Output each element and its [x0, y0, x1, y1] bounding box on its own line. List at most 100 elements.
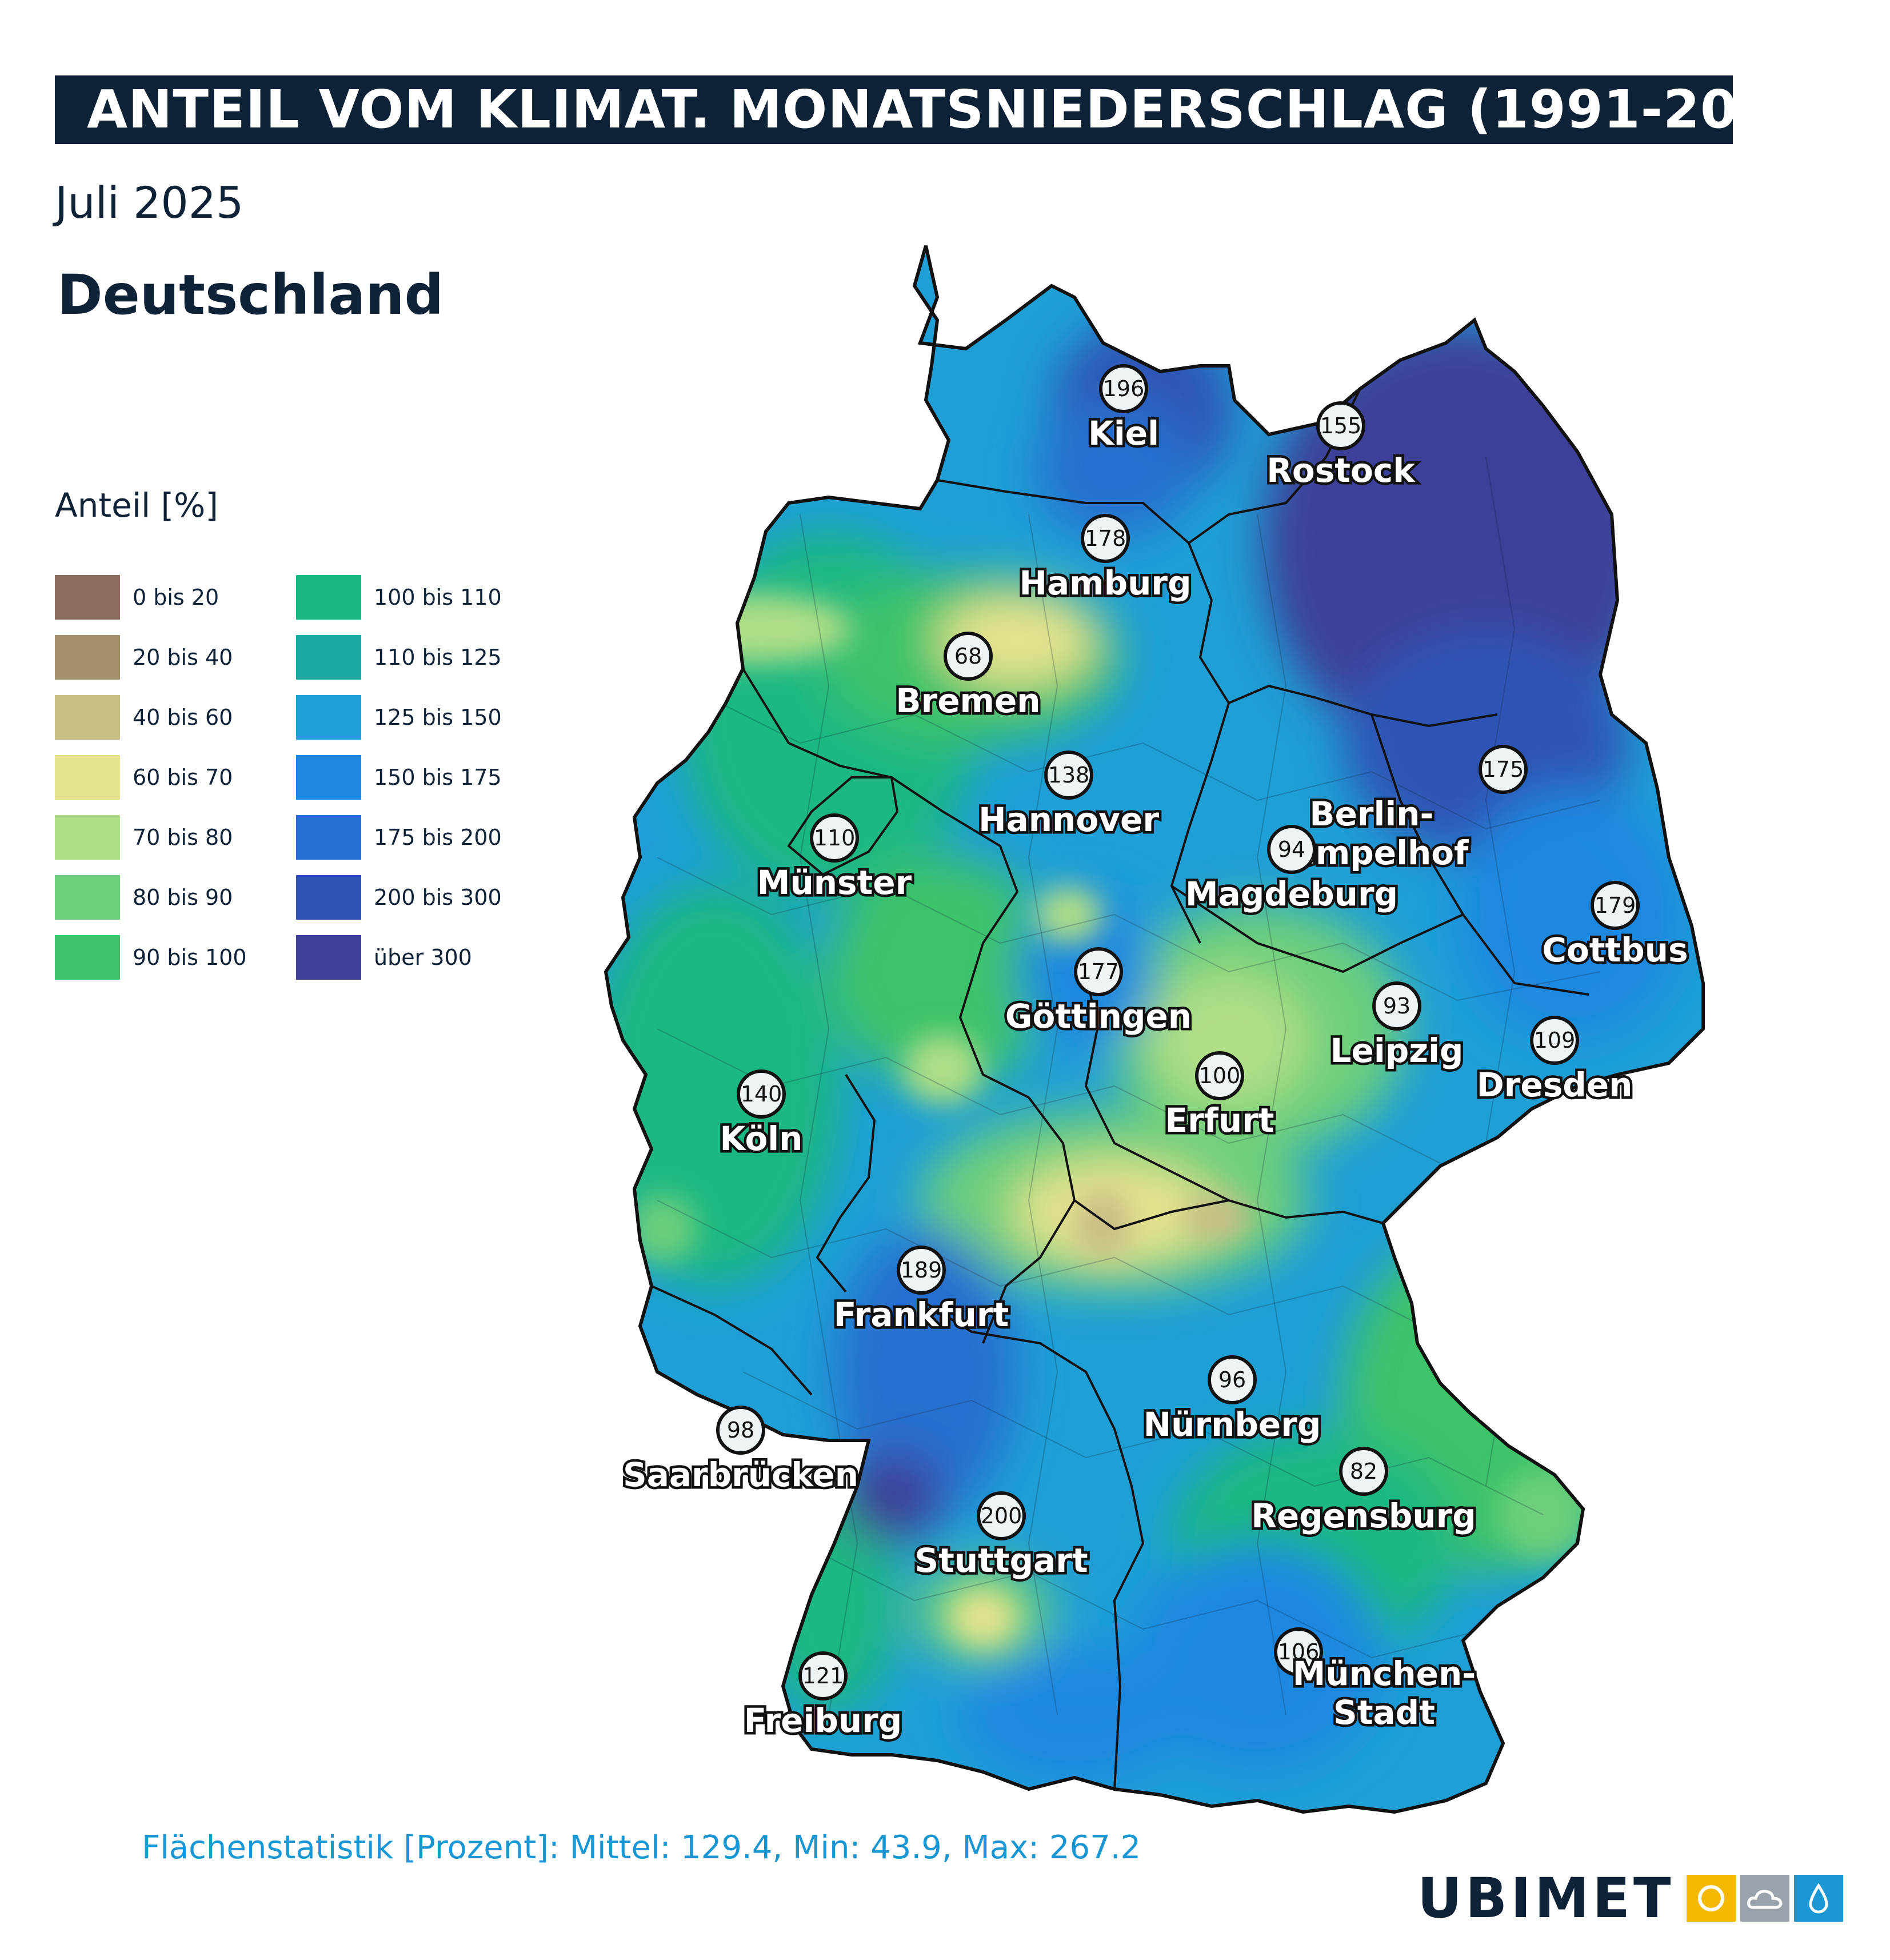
logo-text: UBIMET — [1417, 1866, 1675, 1930]
city-value: 109 — [1534, 1028, 1576, 1053]
city-name: Frankfurt — [834, 1295, 1009, 1334]
city-value-circle — [1195, 1051, 1244, 1100]
city-value: 106 — [1278, 1639, 1320, 1664]
city-name: Bremen — [896, 681, 1040, 720]
city-value-circle — [1044, 751, 1093, 800]
city-name: Köln — [720, 1119, 803, 1158]
city-value: 200 — [981, 1503, 1022, 1528]
legend-label: 90 bis 100 — [133, 945, 247, 970]
city-name: Magdeburg — [1185, 875, 1398, 913]
legend-swatch — [55, 695, 120, 740]
city-name: Nürnberg — [1144, 1405, 1321, 1444]
city-value-circle — [1372, 981, 1421, 1031]
city-name-line2: Stadt — [1333, 1693, 1435, 1732]
legend-item: 90 bis 100 — [55, 935, 247, 980]
legend-item: 175 bis 200 — [296, 815, 502, 860]
city-value-circle — [1081, 514, 1130, 563]
legend-item: 20 bis 40 — [55, 635, 233, 680]
city-name: Freiburg — [744, 1701, 902, 1740]
legend-swatch — [296, 875, 361, 920]
legend-swatch — [296, 635, 361, 680]
city-value: 155 — [1320, 413, 1362, 438]
city-marker: 196 Kiel — [1085, 364, 1162, 456]
legend-item: 100 bis 110 — [296, 575, 502, 620]
city-value: 189 — [901, 1258, 942, 1283]
city-value: 140 — [741, 1081, 782, 1107]
city-marker: 189 Frankfurt — [831, 1246, 1012, 1337]
legend-swatch — [296, 935, 361, 980]
city-marker: 100 Erfurt — [1162, 1051, 1277, 1143]
city-value: 96 — [1218, 1367, 1246, 1392]
legend-label: 200 bis 300 — [374, 885, 502, 910]
city-marker: 109 Dresden — [1474, 1016, 1635, 1107]
legend-item: 200 bis 300 — [296, 875, 502, 920]
city-value-circle — [1591, 881, 1640, 930]
legend-label: 40 bis 60 — [133, 705, 233, 730]
legend-label: 70 bis 80 — [133, 825, 233, 850]
city-marker: 155 Rostock — [1264, 401, 1419, 493]
city-name: Dresden — [1477, 1065, 1633, 1104]
city-marker: 96 Nürnberg — [1141, 1355, 1324, 1447]
legend-title: Anteil [%] — [55, 486, 218, 525]
area-statistics: Flächenstatistik [Prozent]: Mittel: 129.… — [142, 1829, 1141, 1866]
city-value-circle — [1316, 401, 1365, 450]
city-value-circle — [1479, 745, 1528, 794]
city-value-circle — [944, 632, 993, 681]
city-marker: 200 Stuttgart — [912, 1491, 1090, 1583]
city-name: Rostock — [1266, 451, 1416, 490]
city-value: 94 — [1278, 837, 1305, 862]
city-value: 82 — [1350, 1459, 1377, 1484]
city-value: 179 — [1595, 893, 1636, 918]
city-value-circle — [897, 1246, 946, 1295]
legend-swatch — [296, 755, 361, 800]
legend-label: 80 bis 90 — [133, 885, 233, 910]
legend-item: 80 bis 90 — [55, 875, 233, 920]
city-value-circle — [798, 1651, 848, 1700]
city-value: 175 — [1483, 757, 1524, 782]
city-value: 110 — [814, 825, 856, 851]
page-title: ANTEIL VOM KLIMAT. MONATSNIEDERSCHLAG (1… — [87, 79, 1837, 140]
city-name: Leipzig — [1330, 1031, 1464, 1070]
city-value: 100 — [1199, 1063, 1241, 1088]
legend-item: 40 bis 60 — [55, 695, 233, 740]
city-value-circle — [810, 813, 859, 863]
city-value-circle — [1339, 1447, 1388, 1496]
legend-swatch — [296, 695, 361, 740]
legend-label: 60 bis 70 — [133, 765, 233, 790]
city-marker: 177 Göttingen — [1002, 947, 1194, 1039]
legend-item: 60 bis 70 — [55, 755, 233, 800]
city-value-circle — [716, 1406, 765, 1455]
city-marker: 121 Freiburg — [741, 1651, 905, 1743]
legend-swatch — [55, 635, 120, 680]
city-value-circle — [1099, 364, 1148, 413]
city-name: Cottbus — [1542, 931, 1688, 969]
city-marker: 110 Münster — [754, 813, 914, 905]
city-value: 93 — [1383, 993, 1410, 1019]
legend-swatch — [296, 575, 361, 620]
city-marker: 93 Leipzig — [1328, 981, 1466, 1073]
ubimet-logo: UBIMET — [1417, 1866, 1844, 1930]
city-name: München- — [1293, 1654, 1476, 1693]
legend-item: 150 bis 175 — [296, 755, 502, 800]
sun-icon — [1687, 1875, 1736, 1922]
city-value: 121 — [802, 1663, 844, 1688]
city-value-circle — [977, 1491, 1026, 1540]
city-value-circle — [1074, 947, 1123, 996]
legend-item: 125 bis 150 — [296, 695, 502, 740]
city-value-circle — [1208, 1355, 1257, 1404]
cloud-icon — [1740, 1875, 1790, 1922]
city-name: Hamburg — [1019, 564, 1191, 602]
title-bar: ANTEIL VOM KLIMAT. MONATSNIEDERSCHLAG (1… — [55, 75, 1836, 144]
city-name: Stuttgart — [914, 1541, 1088, 1580]
city-marker: 98 Saarbrücken — [620, 1406, 861, 1497]
legend-label: 175 bis 200 — [374, 825, 502, 850]
city-marker: 138 Hannover — [976, 751, 1162, 842]
state-borders — [651, 388, 1589, 1790]
city-value-circle — [1530, 1016, 1579, 1065]
city-value-circle — [1274, 1627, 1323, 1676]
legend-swatch — [55, 875, 120, 920]
city-name: Hannover — [978, 800, 1159, 839]
legend-swatch — [55, 935, 120, 980]
